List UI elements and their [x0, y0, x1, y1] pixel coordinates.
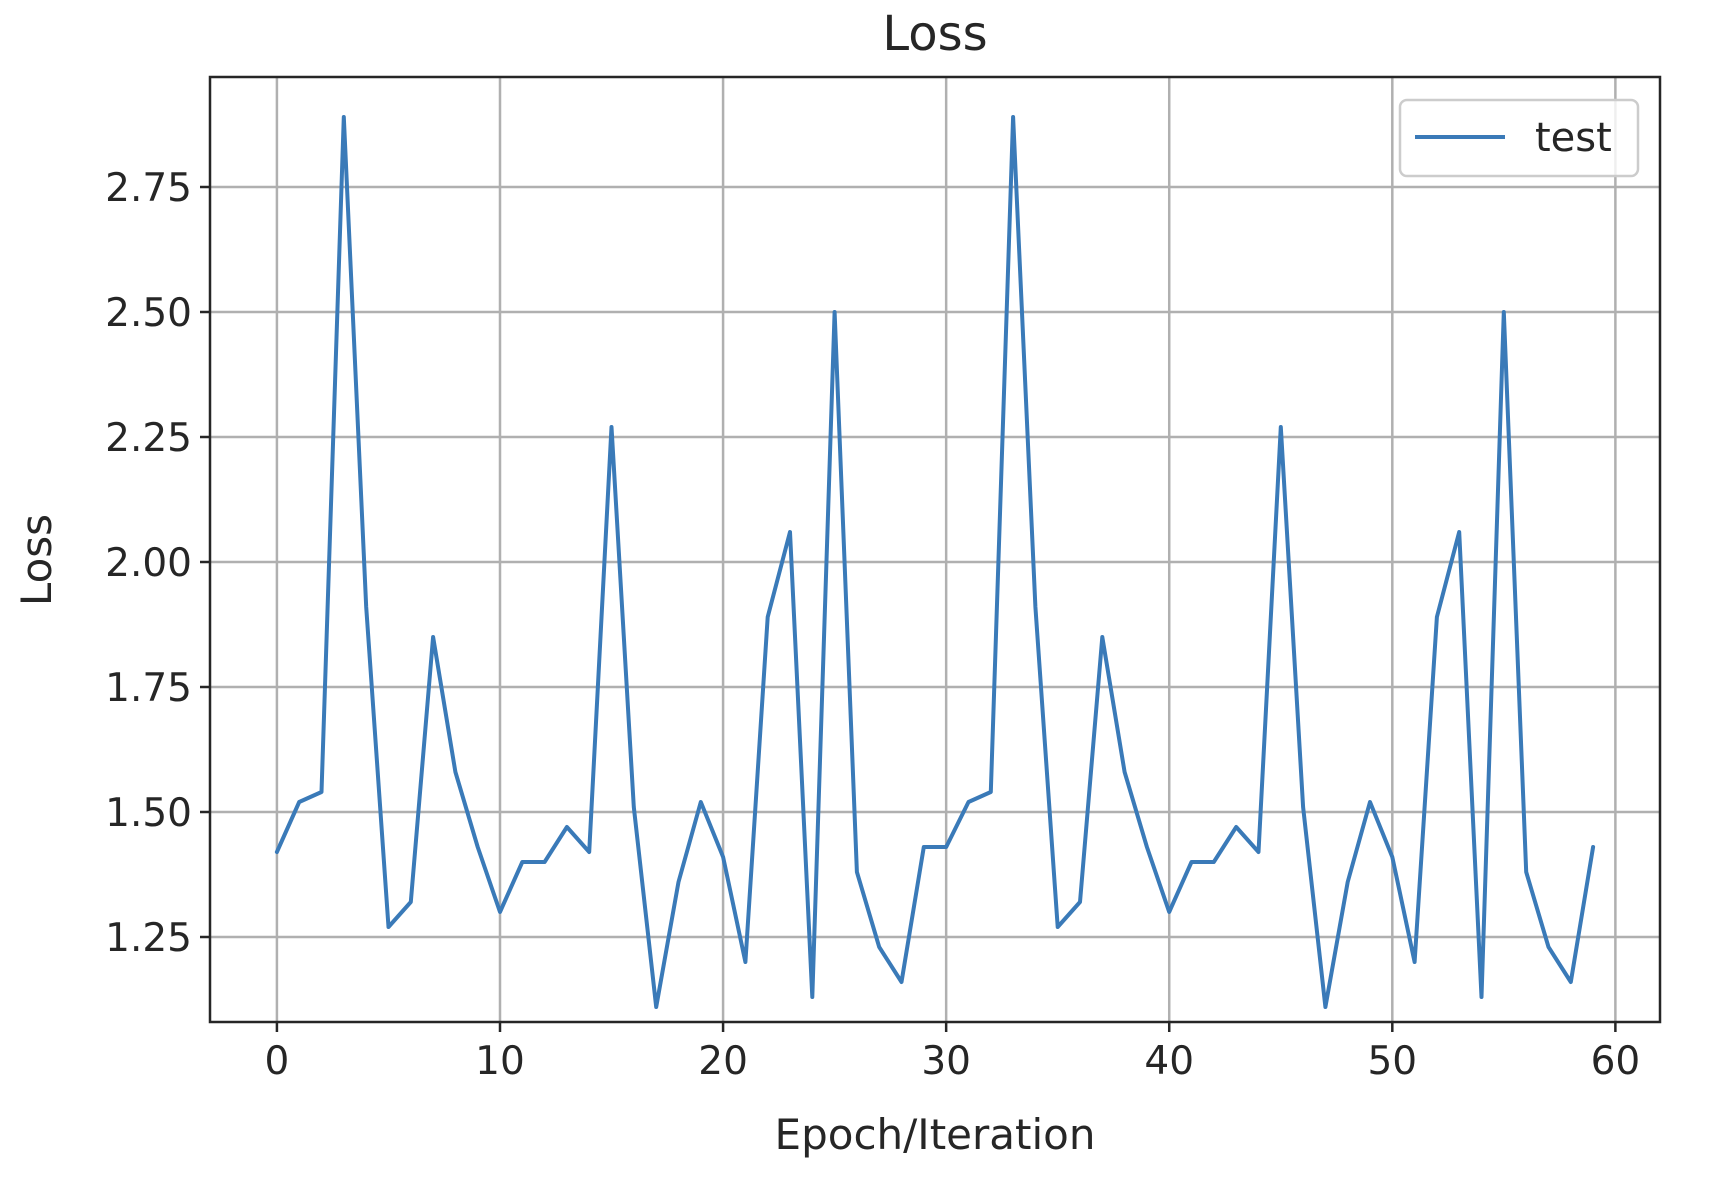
data-point [654, 1005, 658, 1009]
data-point [1212, 860, 1216, 864]
series-layer [274, 115, 1596, 1009]
data-point [855, 870, 859, 874]
data-point [676, 880, 680, 884]
y-tick-label: 2.50 [105, 291, 192, 336]
x-tick-label: 20 [698, 1039, 748, 1084]
x-tick-label: 50 [1367, 1039, 1417, 1084]
data-point [810, 995, 814, 999]
data-point [1234, 825, 1238, 829]
data-point [1279, 425, 1283, 429]
data-point [1123, 770, 1127, 774]
x-axis-label: Epoch/Iteration [775, 1110, 1096, 1159]
x-tick-label: 60 [1591, 1039, 1641, 1084]
data-point [1256, 850, 1260, 854]
y-tick-label: 2.75 [105, 166, 192, 211]
data-point [275, 850, 279, 854]
data-point [766, 615, 770, 619]
data-point [1346, 880, 1350, 884]
y-tick-label: 2.00 [105, 541, 192, 586]
data-point [409, 900, 413, 904]
data-point [476, 845, 480, 849]
data-point [1591, 845, 1595, 849]
data-point [721, 855, 725, 859]
data-point [1413, 960, 1417, 964]
data-point [1100, 635, 1104, 639]
data-point [1524, 870, 1528, 874]
x-tick-label: 30 [921, 1039, 971, 1084]
y-axis-label: Loss [12, 514, 61, 606]
data-point [699, 800, 703, 804]
plot-frame [208, 75, 1662, 1024]
y-tick-label: 1.50 [105, 791, 192, 836]
x-tick-label: 0 [265, 1039, 290, 1084]
data-point [320, 790, 324, 794]
data-point [1323, 1005, 1327, 1009]
data-point [877, 945, 881, 949]
data-point [966, 800, 970, 804]
data-point [900, 980, 904, 984]
series-line-test [274, 115, 1596, 1009]
chart-title: Loss [882, 6, 987, 62]
axis-ticks: 0 10 20 30 40 50 60 1.25 1.50 1.75 2.00 2.25 2.50 2.7… [105, 166, 1640, 1084]
data-point [1435, 615, 1439, 619]
data-point [342, 115, 346, 119]
data-point [1056, 925, 1060, 929]
data-point [1078, 900, 1082, 904]
data-point [565, 825, 569, 829]
data-point [833, 310, 837, 314]
data-point [1368, 800, 1372, 804]
data-point [610, 425, 614, 429]
data-point [543, 860, 547, 864]
data-point [632, 805, 636, 809]
data-point [743, 960, 747, 964]
y-tick-label: 1.75 [105, 666, 192, 711]
legend-box [1398, 98, 1640, 178]
data-point [1301, 805, 1305, 809]
data-point [1480, 995, 1484, 999]
data-point [1457, 530, 1461, 534]
data-point [788, 530, 792, 534]
data-point [498, 910, 502, 914]
y-tick-label: 2.25 [105, 416, 192, 461]
data-point [297, 800, 301, 804]
data-point [1546, 945, 1550, 949]
grid-lines [210, 77, 1660, 1022]
y-tick-label: 1.25 [105, 916, 192, 961]
data-point [1145, 845, 1149, 849]
data-point [364, 605, 368, 609]
data-point [944, 845, 948, 849]
data-point [453, 770, 457, 774]
data-point [431, 635, 435, 639]
x-tick-label: 40 [1144, 1039, 1194, 1084]
data-point [1190, 860, 1194, 864]
x-tick-label: 10 [475, 1039, 525, 1084]
data-point [1390, 855, 1394, 859]
data-point [520, 860, 524, 864]
data-point [1502, 310, 1506, 314]
data-point [587, 850, 591, 854]
data-point [386, 925, 390, 929]
data-point [922, 845, 926, 849]
legend: test [1398, 98, 1640, 178]
data-point [1569, 980, 1573, 984]
data-point [1167, 910, 1171, 914]
data-point [1033, 605, 1037, 609]
data-point [989, 790, 993, 794]
data-point [1011, 115, 1015, 119]
legend-label-test: test [1535, 115, 1612, 161]
